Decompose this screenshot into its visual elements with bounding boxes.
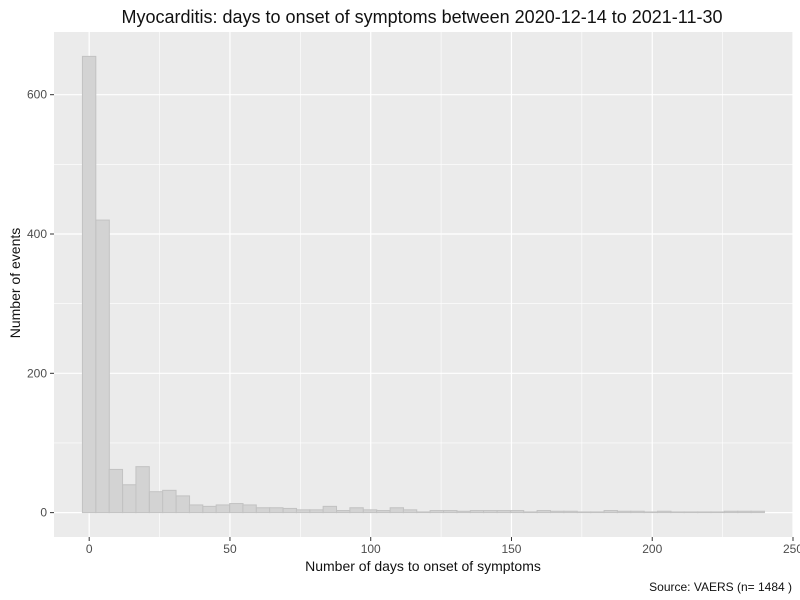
histogram-bar xyxy=(616,510,632,514)
histogram-bar xyxy=(229,503,244,514)
histogram-bar xyxy=(349,507,364,514)
histogram-bar xyxy=(402,509,418,514)
y-axis-title: Number of events xyxy=(7,228,23,339)
y-tick-label: 0 xyxy=(40,506,47,520)
y-tick-label: 400 xyxy=(27,227,47,241)
x-tick-label: 150 xyxy=(501,542,521,556)
histogram-bar xyxy=(188,504,204,514)
histogram-bar xyxy=(590,511,605,514)
histogram-bar xyxy=(148,491,164,514)
y-tick-label: 600 xyxy=(27,88,47,102)
histogram-bar xyxy=(242,504,257,514)
histogram-bar xyxy=(509,510,525,514)
histogram-bar xyxy=(630,510,645,514)
histogram-bar xyxy=(389,507,405,514)
histogram-bar xyxy=(536,510,551,514)
histogram-bar xyxy=(202,505,217,514)
histogram-bar xyxy=(643,511,658,514)
histogram-bar xyxy=(295,509,311,514)
histogram-bar xyxy=(710,511,725,514)
histogram-bar xyxy=(429,510,444,514)
histogram-bar xyxy=(122,484,137,514)
histogram-bar xyxy=(737,510,752,514)
histogram-bar xyxy=(683,511,699,514)
minor-gridlines xyxy=(54,32,793,537)
chart-title: Myocarditis: days to onset of symptoms b… xyxy=(122,7,723,27)
x-tick-label: 0 xyxy=(86,542,93,556)
histogram-bar xyxy=(550,510,565,514)
histogram-bar xyxy=(469,510,485,514)
histogram-bar xyxy=(309,509,324,514)
histogram-bar xyxy=(657,510,672,514)
x-axis-ticks: 0 50 100 150 200 250 xyxy=(86,537,800,556)
histogram-bar xyxy=(416,511,431,514)
histogram-bar xyxy=(95,219,110,514)
histogram-bar xyxy=(162,489,177,514)
histogram-bar xyxy=(523,511,538,514)
histogram-bar xyxy=(576,511,592,514)
histogram-bar xyxy=(697,511,712,514)
histogram-bar xyxy=(670,511,685,514)
x-tick-label: 100 xyxy=(361,542,381,556)
x-axis-title: Number of days to onset of symptoms xyxy=(305,558,541,574)
histogram-bar xyxy=(322,505,338,514)
histogram-bar xyxy=(376,510,391,514)
plot-panel xyxy=(54,32,793,537)
histogram-bar xyxy=(603,510,618,514)
histogram-bar xyxy=(215,504,231,514)
histogram-bar xyxy=(269,507,284,514)
histogram-bar xyxy=(723,510,739,514)
histogram-bar xyxy=(443,510,458,514)
x-tick-label: 250 xyxy=(783,542,800,556)
histogram-bar xyxy=(563,510,578,514)
x-tick-label: 50 xyxy=(223,542,237,556)
histogram-bar xyxy=(336,510,351,514)
source-caption: Source: VAERS (n= 1484 ) xyxy=(649,580,792,594)
histogram-bar xyxy=(282,507,298,514)
y-axis-ticks: 0 200 400 600 xyxy=(27,88,54,520)
histogram-bar xyxy=(135,466,150,514)
histogram-bar xyxy=(750,510,765,514)
histogram-bar xyxy=(108,468,124,514)
histogram-bar xyxy=(255,507,271,514)
histogram-bar xyxy=(483,510,498,514)
histogram-bar xyxy=(81,55,97,514)
histogram-bar xyxy=(456,510,471,514)
histogram-bars xyxy=(81,55,765,514)
x-tick-label: 200 xyxy=(642,542,662,556)
y-tick-label: 200 xyxy=(27,366,47,380)
histogram-bar xyxy=(175,495,191,514)
histogram-bar xyxy=(362,509,378,514)
histogram-bar xyxy=(496,510,511,514)
